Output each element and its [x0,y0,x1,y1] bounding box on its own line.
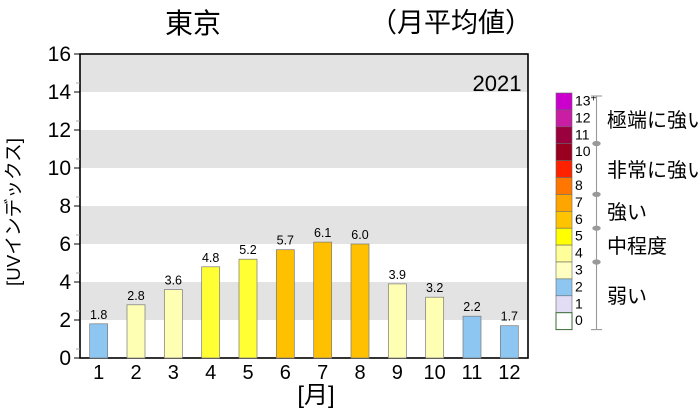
svg-text:（月平均値）: （月平均値） [370,8,532,38]
svg-text:[UVインデックス]: [UVインデックス] [3,138,24,286]
svg-text:14: 14 [48,81,72,104]
svg-text:6: 6 [59,233,71,256]
svg-text:3.6: 3.6 [165,274,182,288]
svg-text:6: 6 [575,211,583,227]
svg-text:8: 8 [575,177,583,193]
svg-text:7: 7 [575,194,583,210]
svg-text:非常に強い: 非常に強い [607,159,700,182]
svg-text:弱い: 弱い [607,286,647,308]
svg-text:4: 4 [575,245,583,261]
svg-text:0: 0 [59,347,71,370]
svg-text:3: 3 [168,362,179,384]
svg-text:4: 4 [59,271,71,294]
svg-text:4.8: 4.8 [202,251,219,265]
svg-text:1.7: 1.7 [501,310,518,324]
svg-text:東京: 東京 [165,8,221,39]
svg-text:強い: 強い [607,201,647,224]
svg-text:8: 8 [59,195,71,218]
svg-text:11: 11 [575,126,590,142]
svg-text:1.8: 1.8 [90,308,107,322]
svg-text:3: 3 [575,262,583,278]
svg-text:2021: 2021 [473,71,522,96]
svg-text:5.7: 5.7 [277,234,294,248]
svg-text:10: 10 [575,143,591,159]
svg-text:6.1: 6.1 [314,226,331,240]
svg-text:5.2: 5.2 [239,243,256,257]
svg-text:2: 2 [130,362,141,384]
svg-text:10: 10 [424,362,446,384]
svg-text:7: 7 [317,362,328,384]
svg-text:[月]: [月] [297,382,334,409]
svg-text:6.0: 6.0 [351,228,368,242]
svg-text:中程度: 中程度 [607,235,667,258]
svg-text:10: 10 [48,157,71,180]
svg-text:12: 12 [498,362,520,384]
svg-text:5: 5 [242,362,253,384]
svg-text:11: 11 [462,362,483,384]
svg-text:5: 5 [575,228,583,244]
svg-text:9: 9 [575,160,583,176]
svg-text:極端に強い: 極端に強い [607,109,700,132]
svg-text:12: 12 [48,119,71,142]
svg-text:16: 16 [48,43,71,66]
svg-text:2: 2 [59,309,71,332]
svg-text:2: 2 [575,278,583,294]
svg-text:9: 9 [392,362,403,384]
svg-text:2.2: 2.2 [463,300,480,314]
svg-text:3.2: 3.2 [426,281,443,295]
svg-text:0: 0 [575,312,583,328]
svg-text:1: 1 [575,295,583,311]
svg-text:4: 4 [205,362,216,384]
svg-text:3.9: 3.9 [389,268,406,282]
svg-text:6: 6 [280,362,291,384]
svg-text:1: 1 [93,362,104,384]
svg-text:8: 8 [354,362,365,384]
svg-text:12: 12 [575,110,591,126]
svg-text:2.8: 2.8 [127,289,144,303]
